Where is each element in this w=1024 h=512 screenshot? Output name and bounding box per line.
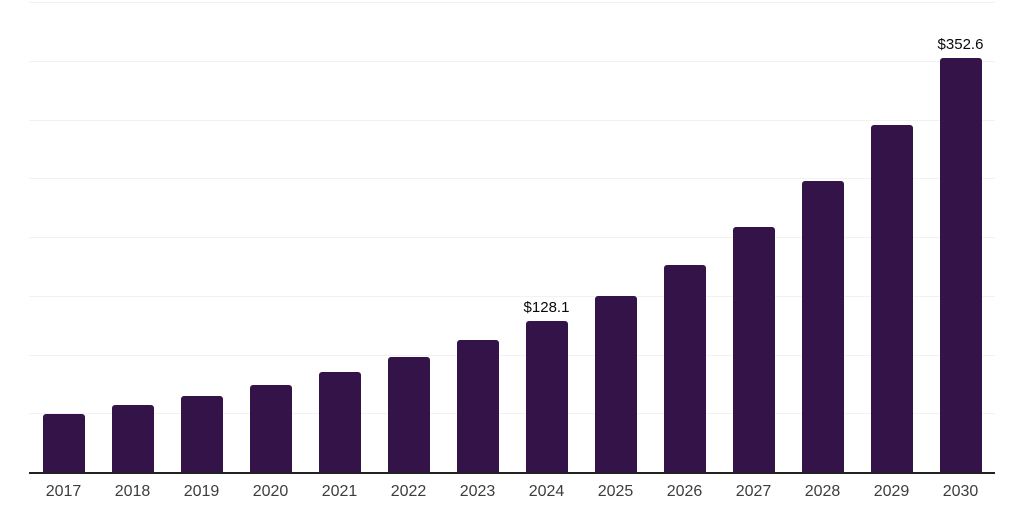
x-axis-label-2024: 2024 <box>528 483 565 500</box>
bar-slot-2023 <box>443 2 512 472</box>
bar-slot-2021 <box>305 2 374 472</box>
bar-2024 <box>525 321 568 472</box>
x-axis-label-2027: 2027 <box>735 483 772 500</box>
bar-slot-2025 <box>581 2 650 472</box>
x-axis-label-2025: 2025 <box>597 483 634 500</box>
gridline <box>29 60 995 62</box>
value-label-2024: $128.1 <box>523 299 570 317</box>
bar-slot-2018 <box>98 2 167 472</box>
gridline <box>29 237 995 238</box>
gridline <box>29 413 995 415</box>
bar-slot-2027 <box>719 2 788 472</box>
bar-slot-2029 <box>857 2 926 472</box>
x-axis-label-2029: 2029 <box>873 483 910 500</box>
bar-slot-2022 <box>374 2 443 472</box>
bar-slot-2020 <box>236 2 305 472</box>
gridline <box>29 354 995 356</box>
bar-2025 <box>594 295 637 472</box>
bar-2030 <box>939 57 982 472</box>
bar-2018 <box>111 405 154 472</box>
value-label-2030: $352.6 <box>937 35 984 53</box>
gridline <box>29 119 995 121</box>
bar-2019 <box>180 395 223 472</box>
x-axis-label-2019: 2019 <box>183 483 220 500</box>
bar-2023 <box>456 340 499 472</box>
bar-2017 <box>42 413 85 472</box>
x-axis-label-2022: 2022 <box>390 483 427 500</box>
bar-slot-2017 <box>29 2 98 472</box>
x-axis-labels: 2017 2018 2019 2020 2021 2022 2023 2024 2025 2026… <box>29 474 995 501</box>
bar-slot-2026 <box>650 2 719 472</box>
bar-slot-2030: $352.6 <box>926 2 995 472</box>
bar-2026 <box>663 264 706 472</box>
x-axis-label-2023: 2023 <box>459 483 496 500</box>
gridline <box>29 295 995 297</box>
x-axis-label-2018: 2018 <box>114 483 151 500</box>
bar-2020 <box>249 385 292 472</box>
bar-2029 <box>870 124 913 472</box>
plot-area: $128.1 $352.6 <box>29 2 995 474</box>
x-axis-label-2020: 2020 <box>252 483 289 500</box>
x-axis-line <box>29 472 995 474</box>
x-axis-label-2028: 2028 <box>804 483 841 500</box>
bar-2021 <box>318 372 361 472</box>
bar-slot-2019 <box>167 2 236 472</box>
x-axis-label-2030: 2030 <box>942 483 979 500</box>
x-axis-label-2017: 2017 <box>45 483 82 500</box>
bar-slot-2024: $128.1 <box>512 2 581 472</box>
x-axis-label-2021: 2021 <box>321 483 358 500</box>
bar-2028 <box>801 181 844 472</box>
bar-2027 <box>732 226 775 472</box>
bar-2022 <box>387 356 430 472</box>
bar-slot-2028 <box>788 2 857 472</box>
gridline <box>29 178 995 180</box>
x-axis-label-2026: 2026 <box>666 483 703 500</box>
gridline <box>29 2 995 3</box>
bars-row: $128.1 $352.6 <box>29 2 995 472</box>
